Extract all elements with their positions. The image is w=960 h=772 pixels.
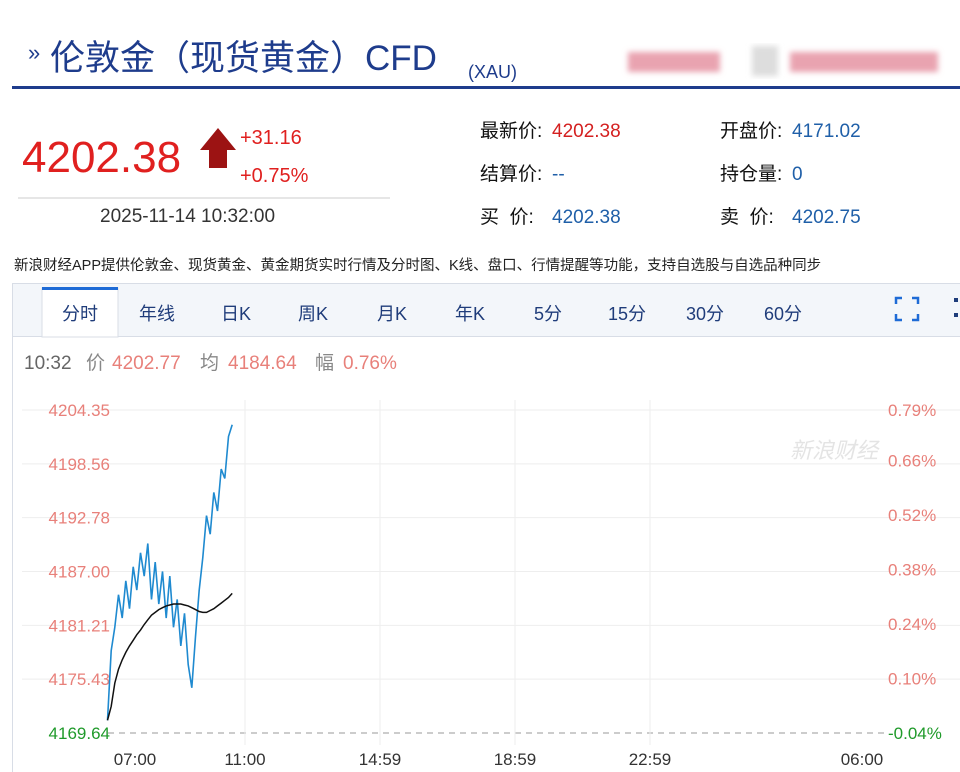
status-label: 幅 xyxy=(315,352,334,374)
field-label: 结算价: xyxy=(480,163,542,185)
dot xyxy=(954,298,958,302)
tab[interactable]: 年K xyxy=(455,304,485,324)
blur-block xyxy=(752,46,778,76)
tab[interactable]: 5分 xyxy=(534,304,562,324)
intraday-chart: 4204.35 4198.56 4192.78 4187.00 4181.21 4175.… xyxy=(22,400,960,769)
status-price: 4202.77 xyxy=(112,353,181,374)
x-tick-label: 06:00 xyxy=(841,750,884,769)
y2-tick-label: 0.10% xyxy=(888,670,936,689)
field-label: 持仓量: xyxy=(720,163,782,185)
active-tab-bg xyxy=(41,287,119,338)
field-label: 开盘价: xyxy=(720,120,782,142)
status-label: 均 xyxy=(200,352,219,374)
quote-time: 2025-11-14 10:32:00 xyxy=(100,206,275,227)
tab-bar xyxy=(13,284,960,336)
field-value: -- xyxy=(552,164,565,185)
x-tick-label: 18:59 xyxy=(494,750,537,769)
y2-tick-label: 0.38% xyxy=(888,561,936,580)
active-tab-indicator xyxy=(42,287,118,290)
y-tick-label: 4187.00 xyxy=(49,562,110,581)
dot xyxy=(954,313,958,317)
field-label: 最新价: xyxy=(480,120,542,142)
quote-fields: 最新价: 4202.38 结算价: -- 买 价: 4202.38 开盘价: 4171.02 持… xyxy=(480,120,861,228)
status-line: 10:32 价 4202.77 均 4184.64 幅 0.76% xyxy=(24,352,397,374)
tab[interactable]: 年线 xyxy=(139,304,175,324)
watermark: 新浪财经 xyxy=(790,438,880,463)
y2-tick-label: -0.04% xyxy=(888,724,942,743)
x-tick-label: 14:59 xyxy=(359,750,402,769)
status-amp: 0.76% xyxy=(343,353,397,374)
field-label: 卖 价: xyxy=(720,206,774,228)
y-tick-label: 4204.35 xyxy=(49,401,110,420)
blur-block xyxy=(790,52,938,72)
x-tick-label: 07:00 xyxy=(114,750,157,769)
up-arrow xyxy=(200,128,236,168)
x-tick-label: 22:59 xyxy=(629,750,672,769)
tab[interactable]: 15分 xyxy=(608,304,646,324)
field-value: 0 xyxy=(792,164,803,185)
tab[interactable]: 月K xyxy=(377,304,407,324)
status-avg: 4184.64 xyxy=(228,353,297,374)
page-title: 伦敦金（现货黄金）CFD xyxy=(50,39,437,78)
tabs: 分时 年线 日K 周K 月K 年K 5分 15分 30分 60分 xyxy=(62,304,802,324)
description: 新浪财经APP提供伦敦金、现货黄金、黄金期货实时行情及分时图、K线、盘口、行情提… xyxy=(14,256,821,274)
tab[interactable]: 分时 xyxy=(62,304,98,324)
y2-tick-label: 0.52% xyxy=(888,506,936,525)
tab[interactable]: 60分 xyxy=(764,304,802,324)
last-price: 4202.38 xyxy=(22,133,181,182)
field-label: 买 价: xyxy=(480,207,534,228)
series-line xyxy=(106,592,233,721)
header-icon: » xyxy=(28,40,40,65)
y-tick-label: 4175.43 xyxy=(49,670,110,689)
tab[interactable]: 周K xyxy=(298,304,328,324)
status-label: 价 xyxy=(86,353,105,374)
y-tick-label: 4181.21 xyxy=(49,616,110,635)
tab[interactable]: 30分 xyxy=(686,304,724,324)
header-rule xyxy=(12,86,960,89)
more-button[interactable] xyxy=(954,298,958,317)
y-tick-label: 4169.64 xyxy=(49,724,110,743)
change: +31.16 xyxy=(240,127,302,149)
y2-tick-label: 0.79% xyxy=(888,401,936,420)
field-value: 4171.02 xyxy=(792,121,861,142)
y-tick-label: 4198.56 xyxy=(49,455,110,474)
blurred-area xyxy=(628,46,938,76)
symbol: (XAU) xyxy=(468,62,517,82)
y2-tick-label: 0.24% xyxy=(888,615,936,634)
change-pct: +0.75% xyxy=(240,165,309,187)
tab[interactable]: 日K xyxy=(221,304,251,324)
y2-tick-label: 0.66% xyxy=(888,452,936,471)
field-value: 4202.38 xyxy=(552,207,621,228)
blur-block xyxy=(628,52,720,72)
series-line xyxy=(106,424,233,721)
fullscreen-button[interactable] xyxy=(894,296,920,322)
status-time: 10:32 xyxy=(24,353,72,374)
y-tick-label: 4192.78 xyxy=(49,509,110,528)
x-tick-label: 11:00 xyxy=(224,750,265,769)
field-value: 4202.38 xyxy=(552,121,621,142)
field-value: 4202.75 xyxy=(792,207,861,228)
